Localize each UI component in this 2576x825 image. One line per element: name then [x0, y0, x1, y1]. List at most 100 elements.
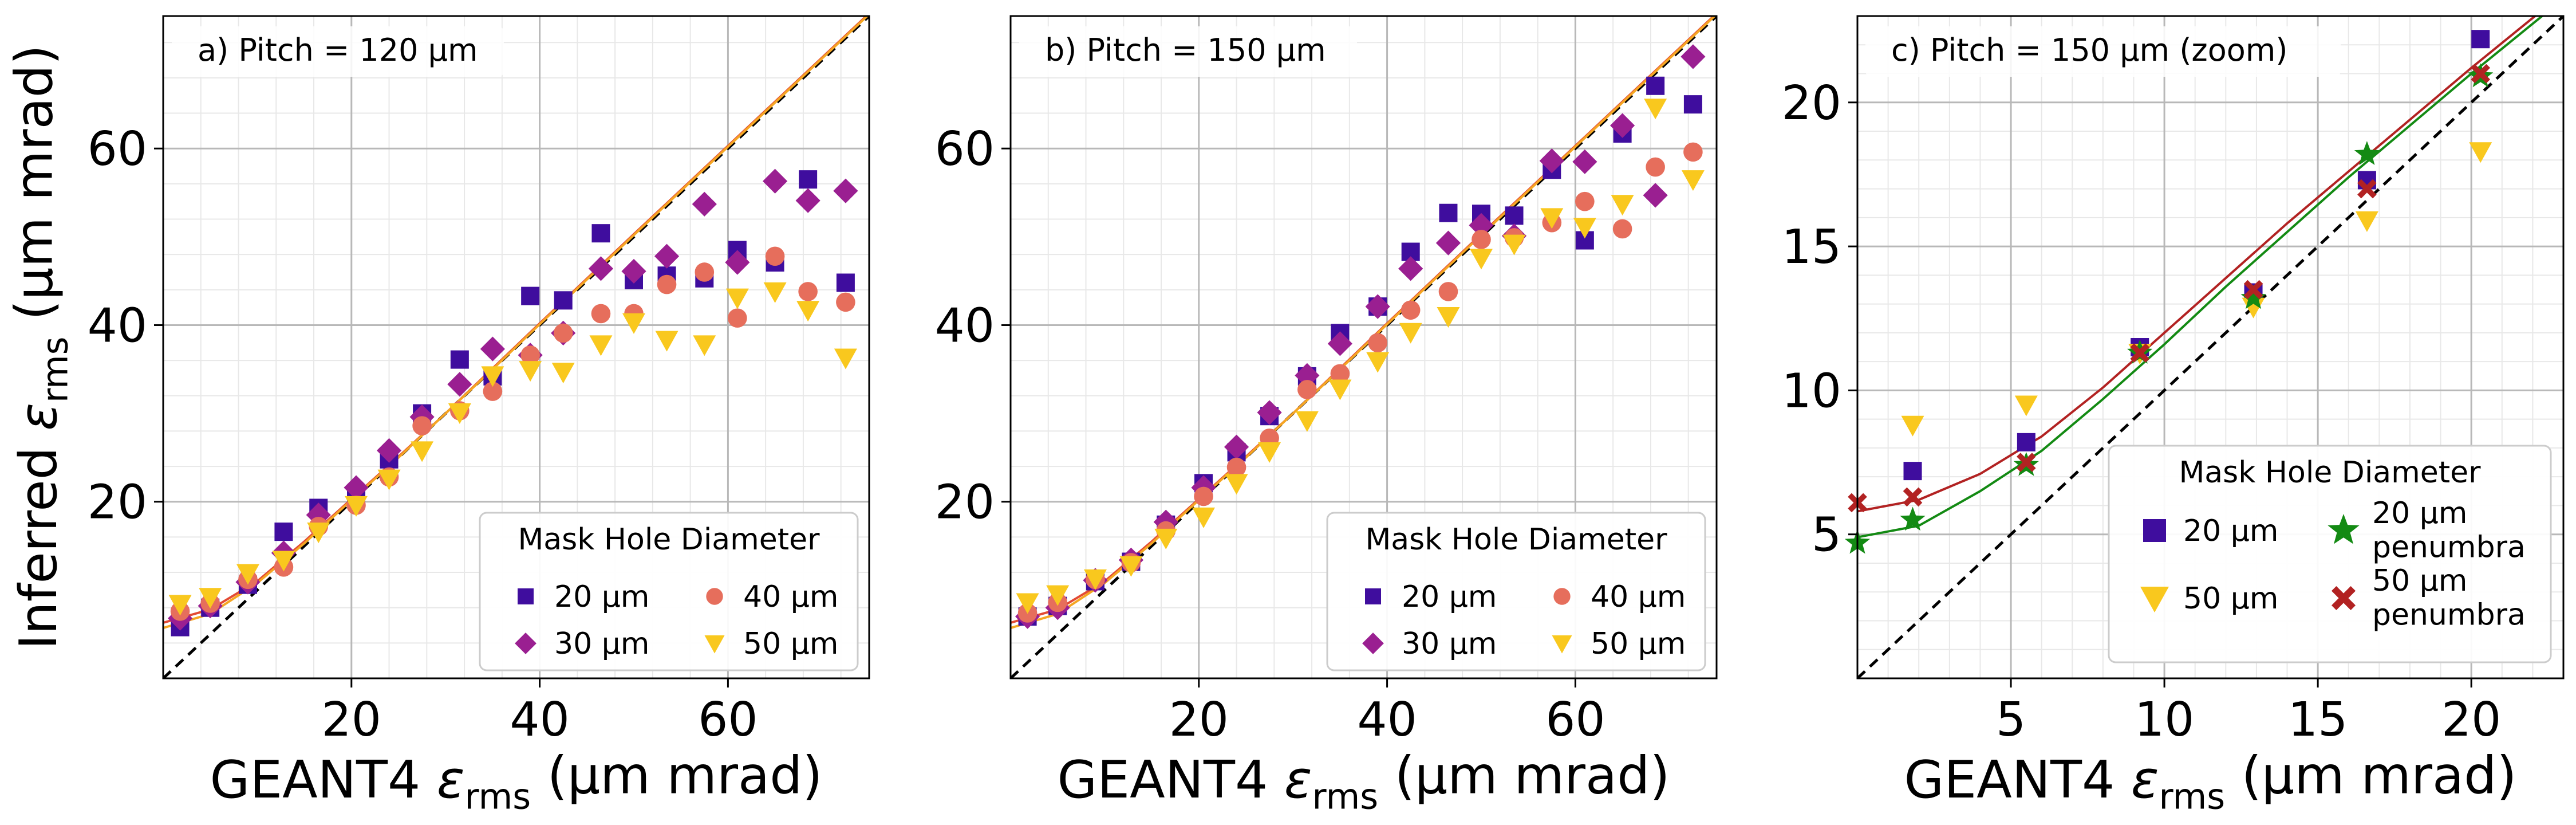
- data-point: [1083, 569, 1107, 590]
- data-point: [1612, 219, 1632, 239]
- data-point: [412, 416, 432, 435]
- y-tick-label: 5: [1812, 508, 1841, 563]
- legend-marker: [518, 588, 534, 604]
- data-point: [481, 366, 504, 387]
- legend-marker: [2332, 586, 2356, 610]
- data-point: [1295, 411, 1319, 432]
- panel-c-title-box: [1865, 26, 2341, 77]
- data-point: [1611, 195, 1634, 216]
- x-tick-label: 15: [2288, 693, 2348, 747]
- data-point: [1016, 593, 1039, 614]
- data-point: [1683, 95, 1702, 114]
- data-point: [695, 262, 715, 282]
- series-50-m-penumbra: [1848, 64, 2491, 513]
- data-point: [1646, 157, 1665, 177]
- data-point: [480, 336, 505, 362]
- data-point: [1437, 307, 1460, 328]
- data-point: [591, 304, 611, 324]
- data-point: [796, 301, 820, 322]
- data-point: [551, 363, 575, 384]
- legend-title: Mask Hole Diameter: [518, 522, 820, 557]
- data-point: [1683, 142, 1703, 162]
- data-point: [376, 438, 402, 463]
- data-point: [2355, 211, 2378, 232]
- data-point: [1502, 234, 1526, 256]
- data-point: [1470, 249, 1493, 270]
- data-point: [1901, 415, 1924, 437]
- data-point: [274, 522, 293, 541]
- data-point: [1258, 442, 1281, 463]
- data-point: [834, 348, 857, 370]
- data-point: [728, 308, 747, 328]
- data-point: [520, 345, 540, 365]
- data-point: [1330, 364, 1350, 384]
- data-point: [411, 441, 434, 462]
- legend-label: 20 µm: [2183, 514, 2278, 548]
- legend-label: 30 µm: [1402, 627, 1497, 661]
- data-point: [2130, 343, 2149, 363]
- series-50-m: [1016, 99, 1705, 614]
- x-tick-label: 10: [2135, 693, 2194, 747]
- panel-a-title: a) Pitch = 120 µm: [198, 32, 478, 68]
- legend-title: Mask Hole Diameter: [1365, 522, 1667, 557]
- data-point: [2469, 142, 2492, 163]
- legend-label: 30 µm: [554, 627, 649, 661]
- data-point: [199, 588, 222, 609]
- legend-label: 50 µm: [2183, 582, 2278, 616]
- x-tick-label: 5: [1996, 693, 2026, 747]
- data-point: [833, 178, 858, 203]
- x-tick-label: 20: [1169, 693, 1229, 747]
- x-tick-label: 60: [1545, 693, 1605, 747]
- data-point: [168, 595, 192, 616]
- data-point: [1225, 474, 1248, 495]
- data-point: [1399, 323, 1422, 344]
- data-point: [692, 191, 717, 217]
- legend-marker: [704, 635, 725, 654]
- data-point: [2014, 395, 2038, 417]
- x-axis-label: GEANT4 εrms (µm mrad): [1058, 746, 1670, 818]
- panel-a-frame: [162, 15, 870, 679]
- curve-fit-green: [1857, 16, 2545, 539]
- data-point: [377, 469, 401, 490]
- panel-b-title: b) Pitch = 150 µm: [1045, 32, 1326, 68]
- data-point: [447, 372, 472, 397]
- panel-c-title: c) Pitch = 150 µm (zoom): [1891, 32, 2287, 68]
- legend-label: 20 µm: [554, 580, 649, 614]
- data-point: [1257, 400, 1282, 425]
- data-point: [693, 335, 716, 356]
- data-point: [1368, 333, 1387, 353]
- legend-label: 50 µm: [1591, 627, 1686, 661]
- data-point: [589, 335, 613, 356]
- data-point: [1539, 148, 1564, 174]
- data-point: [521, 286, 540, 305]
- data-point: [621, 258, 646, 284]
- data-point: [1469, 213, 1494, 238]
- data-point: [1643, 183, 1668, 208]
- data-point: [1328, 379, 1352, 400]
- data-point: [588, 256, 614, 281]
- data-point: [1644, 99, 1667, 120]
- data-point: [1505, 206, 1524, 225]
- data-point: [554, 291, 573, 310]
- data-point: [2354, 141, 2380, 165]
- data-point: [1194, 486, 1213, 506]
- data-point: [344, 475, 369, 500]
- data-point: [657, 274, 677, 294]
- data-point: [2471, 64, 2491, 84]
- data-point: [1365, 294, 1390, 319]
- curve-fit-darkred: [1857, 16, 2537, 513]
- data-point: [1226, 457, 1246, 477]
- legend-label: 50 µm penumbra: [2372, 564, 2526, 632]
- y-tick-label: 20: [935, 476, 995, 530]
- data-point: [1903, 487, 1923, 507]
- x-tick-label: 40: [1357, 693, 1417, 747]
- legend-marker: [2328, 514, 2360, 544]
- data-point: [483, 382, 503, 401]
- y-axis-label: Inferred εrms (µm mrad): [5, 45, 76, 650]
- data-point: [622, 313, 645, 334]
- data-point: [2017, 453, 2036, 472]
- x-axis-label: GEANT4 εrms (µm mrad): [210, 746, 823, 818]
